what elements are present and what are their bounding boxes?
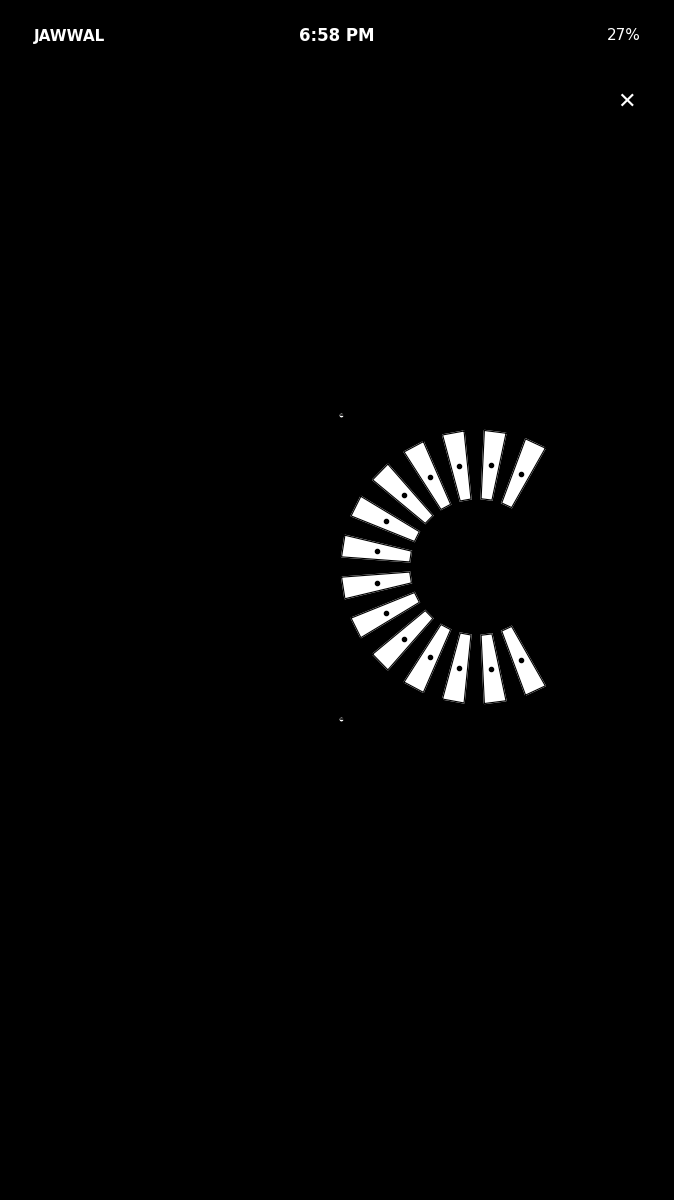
Polygon shape	[351, 593, 419, 637]
Text: density: density	[71, 665, 115, 674]
Text: ), determine the new coil: ), determine the new coil	[138, 604, 269, 613]
Text: ? Assume uniform flux: ? Assume uniform flux	[206, 511, 323, 522]
Text: is made in the toroid: is made in the toroid	[205, 572, 317, 583]
Polygon shape	[342, 535, 411, 562]
Polygon shape	[443, 431, 471, 500]
Text: current: current	[71, 635, 115, 644]
Polygon shape	[373, 464, 433, 523]
Text: .: .	[176, 665, 179, 674]
Text: A-A’: A-A’	[112, 604, 135, 613]
Text: at the: at the	[499, 450, 533, 461]
Text: required to maintain a core: required to maintain a core	[109, 635, 258, 644]
Text: 6:58 PM: 6:58 PM	[299, 26, 375, 44]
Text: ✕: ✕	[617, 92, 636, 112]
Text: 10 cm: 10 cm	[543, 576, 571, 584]
Polygon shape	[443, 634, 471, 703]
Text: (a) Calculate the: (a) Calculate the	[71, 450, 162, 461]
Text: 6 cm: 6 cm	[500, 545, 523, 553]
Text: mean radius of the toroid.: mean radius of the toroid.	[71, 481, 208, 491]
Polygon shape	[404, 624, 451, 692]
Text: JAWWAL: JAWWAL	[34, 29, 105, 43]
Text: (b) What is the: (b) What is the	[71, 511, 152, 522]
Text: required to produce a core: required to produce a core	[226, 450, 371, 461]
Text: A’: A’	[615, 644, 624, 653]
Text: coil current: coil current	[166, 450, 233, 461]
Text: 1.2 tesla: 1.2 tesla	[129, 665, 179, 674]
Polygon shape	[481, 634, 506, 703]
Text: 2-mm-wide air gap: 2-mm-wide air gap	[115, 572, 224, 583]
Text: of: of	[109, 665, 125, 674]
Text: Answer the following Questions: Answer the following Questions	[251, 367, 450, 377]
Text: A: A	[575, 596, 581, 606]
Polygon shape	[342, 572, 411, 599]
Text: The toroidal (circular cross section) core shown in Figure below is made from ca: The toroidal (circular cross section) co…	[53, 420, 512, 430]
Polygon shape	[481, 431, 506, 500]
Text: 200 turns: 200 turns	[304, 563, 347, 571]
Text: core flux: core flux	[158, 511, 210, 522]
Polygon shape	[351, 497, 419, 541]
Polygon shape	[501, 626, 545, 695]
Text: density in the core.: density in the core.	[71, 542, 173, 552]
Text: flux density of 1.2 tesla: flux density of 1.2 tesla	[372, 450, 511, 461]
Text: (c) If a: (c) If a	[71, 572, 108, 583]
Polygon shape	[501, 439, 545, 508]
Text: Question one:: Question one:	[53, 394, 140, 403]
Polygon shape	[404, 442, 451, 510]
Text: flux: flux	[261, 635, 283, 644]
Polygon shape	[373, 611, 433, 670]
Text: 27%: 27%	[607, 29, 640, 43]
Text: (across: (across	[71, 604, 113, 613]
